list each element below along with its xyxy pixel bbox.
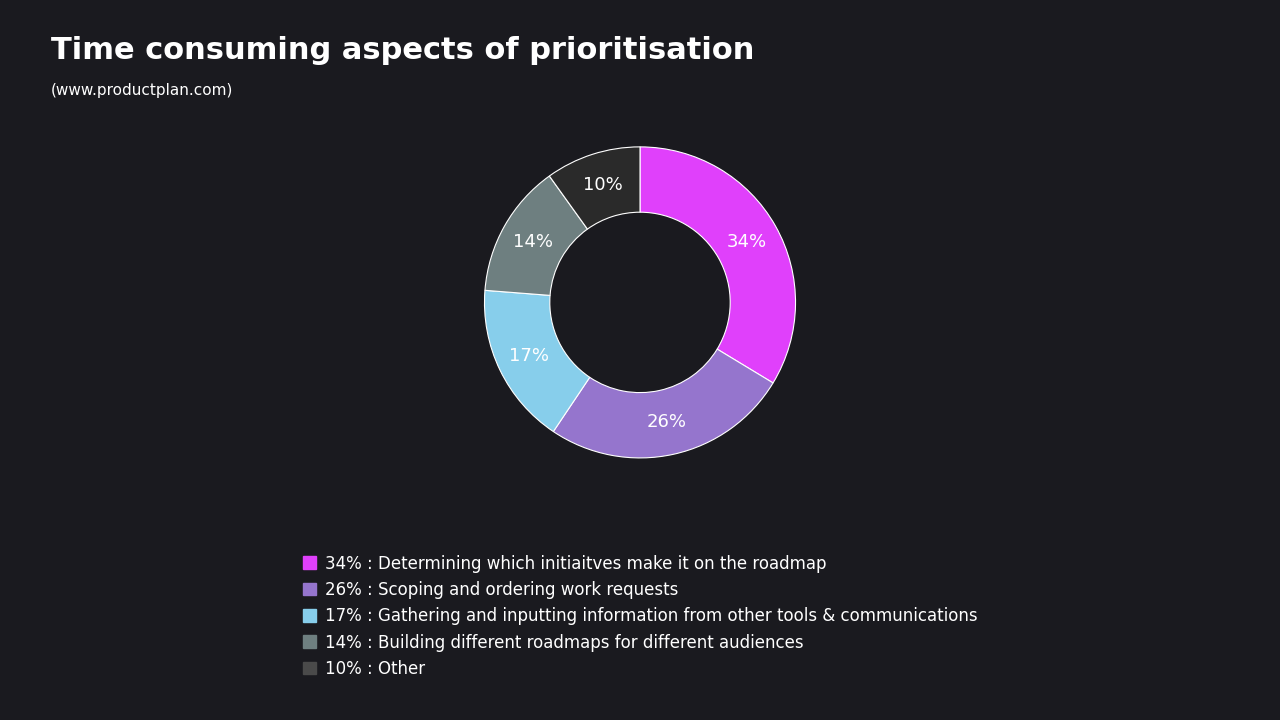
Text: (www.productplan.com): (www.productplan.com) bbox=[51, 83, 233, 98]
Wedge shape bbox=[485, 176, 588, 295]
Legend: 34% : Determining which initiaitves make it on the roadmap, 26% : Scoping and or: 34% : Determining which initiaitves make… bbox=[298, 549, 982, 683]
Text: 34%: 34% bbox=[727, 233, 767, 251]
Wedge shape bbox=[485, 290, 590, 431]
Text: 10%: 10% bbox=[582, 176, 622, 194]
Text: Time consuming aspects of prioritisation: Time consuming aspects of prioritisation bbox=[51, 36, 755, 65]
Wedge shape bbox=[549, 147, 640, 229]
Text: 14%: 14% bbox=[513, 233, 553, 251]
Wedge shape bbox=[553, 349, 773, 458]
Text: 26%: 26% bbox=[646, 413, 686, 431]
Text: 17%: 17% bbox=[509, 347, 549, 365]
Wedge shape bbox=[640, 147, 795, 383]
